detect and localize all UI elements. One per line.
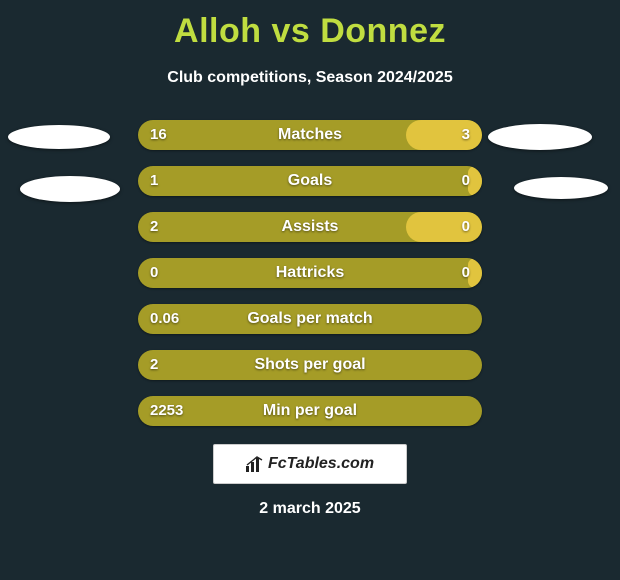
stat-row: Shots per goal2 <box>0 342 620 388</box>
stat-value-left: 2253 <box>150 396 183 426</box>
stat-label: Min per goal <box>138 396 482 426</box>
fctables-badge: FcTables.com <box>213 444 407 484</box>
stat-value-left: 1 <box>150 166 158 196</box>
stat-value-left: 16 <box>150 120 167 150</box>
page-title: Alloh vs Donnez <box>0 0 620 51</box>
stat-row: Hattricks0 0 <box>0 250 620 296</box>
stat-row: Min per goal2253 <box>0 388 620 434</box>
stat-value-right: 0 <box>462 212 470 242</box>
date-label: 2 march 2025 <box>0 500 620 518</box>
stat-value-left: 0 <box>150 258 158 288</box>
stat-bar: Goals per match0.06 <box>138 304 482 334</box>
placeholder-ellipse <box>20 176 120 202</box>
stat-row: Assists2 0 <box>0 204 620 250</box>
chart-icon <box>246 456 264 472</box>
stat-value-right: 3 <box>462 120 470 150</box>
badge-text: FcTables.com <box>268 455 374 473</box>
stat-label: Matches <box>138 120 482 150</box>
stat-label: Assists <box>138 212 482 242</box>
stat-value-left: 2 <box>150 350 158 380</box>
stat-value-left: 2 <box>150 212 158 242</box>
stat-bar: Assists2 0 <box>138 212 482 242</box>
stat-bar: Matches16 3 <box>138 120 482 150</box>
stat-label: Hattricks <box>138 258 482 288</box>
placeholder-ellipse <box>488 124 592 150</box>
stat-bar: Goals1 0 <box>138 166 482 196</box>
stat-label: Goals <box>138 166 482 196</box>
stat-bar: Min per goal2253 <box>138 396 482 426</box>
stat-bar: Shots per goal2 <box>138 350 482 380</box>
stat-label: Goals per match <box>138 304 482 334</box>
placeholder-ellipse <box>8 125 110 149</box>
stat-value-right: 0 <box>462 258 470 288</box>
stats-area: Matches163Goals10Assists20Hattricks00Goa… <box>0 112 620 434</box>
stat-value-left: 0.06 <box>150 304 179 334</box>
stat-bar: Hattricks0 0 <box>138 258 482 288</box>
page-subtitle: Club competitions, Season 2024/2025 <box>0 69 620 87</box>
stat-row: Goals per match0.06 <box>0 296 620 342</box>
placeholder-ellipse <box>514 177 608 199</box>
stat-value-right: 0 <box>462 166 470 196</box>
stat-label: Shots per goal <box>138 350 482 380</box>
